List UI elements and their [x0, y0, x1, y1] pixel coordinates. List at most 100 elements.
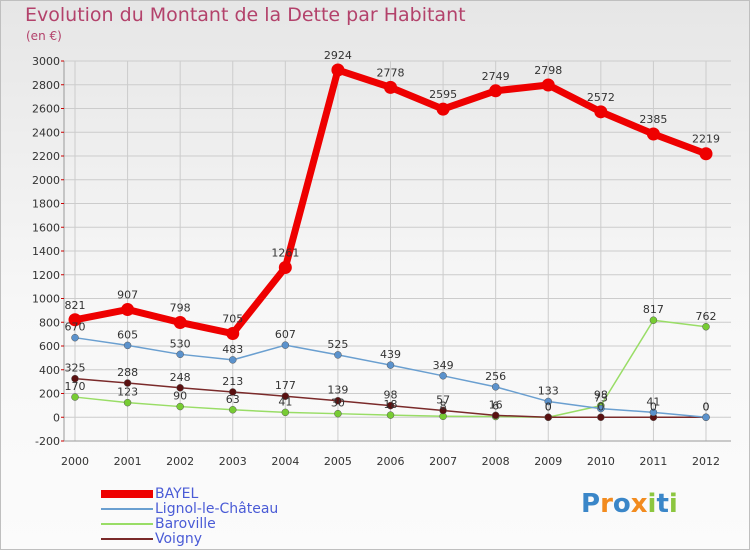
data-label: 325: [65, 362, 86, 375]
data-label: 248: [170, 371, 191, 384]
legend-item-lignol: Lignol-le-Château: [101, 502, 278, 516]
data-point: [331, 63, 345, 77]
data-point: [491, 411, 500, 420]
data-point: [173, 315, 187, 329]
data-point: [491, 383, 500, 391]
y-tick-label: -200: [35, 435, 60, 448]
data-label: 133: [538, 384, 559, 397]
brand-letter: i: [668, 489, 678, 519]
data-point: [702, 323, 710, 331]
data-point: [121, 303, 135, 317]
data-point: [594, 105, 608, 119]
data-label: 605: [117, 328, 138, 341]
data-point: [229, 388, 237, 396]
legend-label-lignol: Lignol-le-Château: [155, 501, 279, 517]
data-label: 8: [440, 399, 447, 412]
data-point: [439, 372, 447, 380]
data-label: 2798: [534, 64, 562, 77]
data-point: [71, 333, 79, 342]
data-label: 0: [545, 400, 552, 413]
data-point: [544, 397, 552, 406]
data-label: 2778: [377, 66, 405, 79]
data-label: 288: [117, 366, 138, 379]
legend-swatch-bayel: [101, 490, 153, 498]
data-label: 349: [433, 359, 454, 372]
data-point: [597, 413, 605, 421]
legend-item-bayel: BAYEL: [101, 487, 198, 501]
x-tick-label: 2011: [639, 455, 667, 468]
data-point: [386, 361, 395, 369]
data-point: [646, 127, 660, 141]
data-label: 256: [485, 370, 506, 383]
data-label: 0: [703, 400, 710, 413]
y-tick-label: 1600: [32, 221, 60, 234]
data-label: 2385: [639, 113, 667, 126]
data-label: 213: [222, 375, 243, 388]
data-label: 2595: [429, 88, 457, 101]
legend-label-baroville: Baroville: [155, 516, 216, 532]
y-tick-label: 2800: [32, 79, 60, 92]
data-label: 98: [594, 389, 608, 402]
data-label: 1261: [271, 247, 299, 260]
data-point: [541, 78, 555, 92]
x-tick-label: 2012: [692, 455, 720, 468]
x-tick-label: 2000: [61, 455, 89, 468]
data-label: 170: [65, 380, 86, 393]
y-tick-label: 1400: [32, 245, 60, 258]
data-label: 2924: [324, 49, 352, 62]
data-label: 41: [646, 395, 660, 408]
proxiti-logo: Proxiti: [581, 489, 678, 519]
data-label: 670: [65, 321, 86, 334]
y-tick-label: 400: [39, 364, 60, 377]
legend-label-bayel: BAYEL: [155, 486, 199, 502]
data-point: [229, 356, 237, 364]
x-tick-label: 2004: [271, 455, 299, 468]
x-tick-label: 2010: [587, 455, 615, 468]
x-tick-label: 2009: [534, 455, 562, 468]
data-point: [702, 413, 710, 421]
data-point: [334, 351, 342, 359]
data-label: 16: [489, 398, 503, 411]
data-point: [649, 408, 658, 417]
data-point: [281, 341, 290, 349]
chart-subtitle: (en €): [26, 29, 62, 43]
data-label: 63: [226, 393, 240, 406]
data-label: 0: [597, 400, 604, 413]
legend-item-voigny: Voigny: [101, 532, 202, 546]
data-label: 6: [492, 400, 499, 413]
data-point: [229, 406, 237, 414]
y-tick-label: 1000: [32, 293, 60, 306]
data-label: 907: [117, 289, 138, 302]
data-point: [384, 80, 397, 94]
data-point: [176, 350, 184, 359]
data-point: [439, 406, 447, 415]
data-point: [68, 313, 82, 327]
brand-letter: t: [656, 489, 669, 519]
data-point: [544, 413, 552, 421]
data-point: [699, 147, 713, 161]
data-point: [334, 409, 342, 418]
data-point: [386, 411, 395, 419]
data-label: 30: [331, 397, 345, 410]
data-label: 607: [275, 328, 296, 341]
data-point: [649, 316, 658, 324]
data-point: [123, 398, 132, 407]
data-label: 439: [380, 348, 401, 361]
y-tick-label: 2000: [32, 174, 60, 187]
data-point: [597, 404, 605, 413]
data-label: 177: [275, 379, 296, 392]
data-label: 821: [65, 299, 86, 312]
y-tick-label: 2600: [32, 103, 60, 116]
data-point: [71, 393, 79, 401]
data-point: [123, 341, 132, 350]
data-label: 57: [436, 393, 450, 406]
data-point: [176, 402, 184, 411]
legend-swatch-voigny: [101, 538, 153, 540]
data-point: [436, 102, 450, 116]
data-label: 798: [170, 301, 191, 314]
y-tick-label: 2200: [32, 150, 60, 163]
y-tick-label: 200: [39, 388, 60, 401]
data-label: 530: [170, 337, 191, 350]
